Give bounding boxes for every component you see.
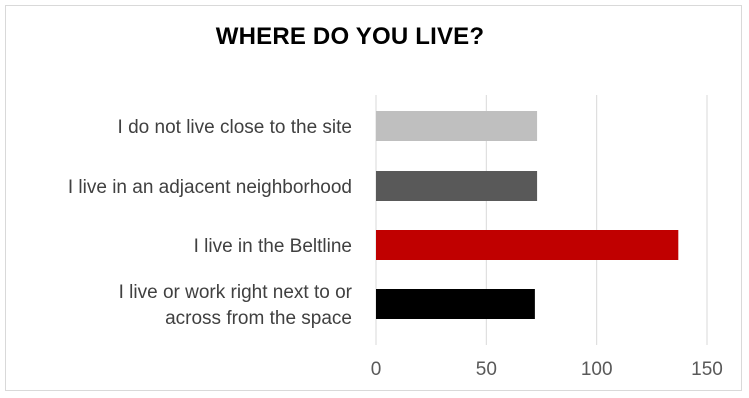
bar-1: [376, 111, 538, 141]
bar-4: [376, 289, 535, 319]
chart-frame: [5, 5, 742, 391]
category-label: across from the space: [165, 308, 352, 329]
x-tick-label: 50: [476, 359, 497, 380]
category-label: I live or work right next to or: [119, 282, 353, 303]
x-tick-label: 150: [691, 359, 723, 380]
category-label: I live in the Beltline: [194, 236, 352, 257]
category-label: I do not live close to the site: [118, 117, 352, 138]
x-tick-label: 100: [581, 359, 613, 380]
bar-2: [376, 171, 538, 201]
chart-title: WHERE DO YOU LIVE?: [215, 23, 485, 50]
category-label: I live in an adjacent neighborhood: [68, 177, 352, 198]
bar-3: [376, 230, 679, 260]
x-tick-label: 0: [371, 359, 382, 380]
